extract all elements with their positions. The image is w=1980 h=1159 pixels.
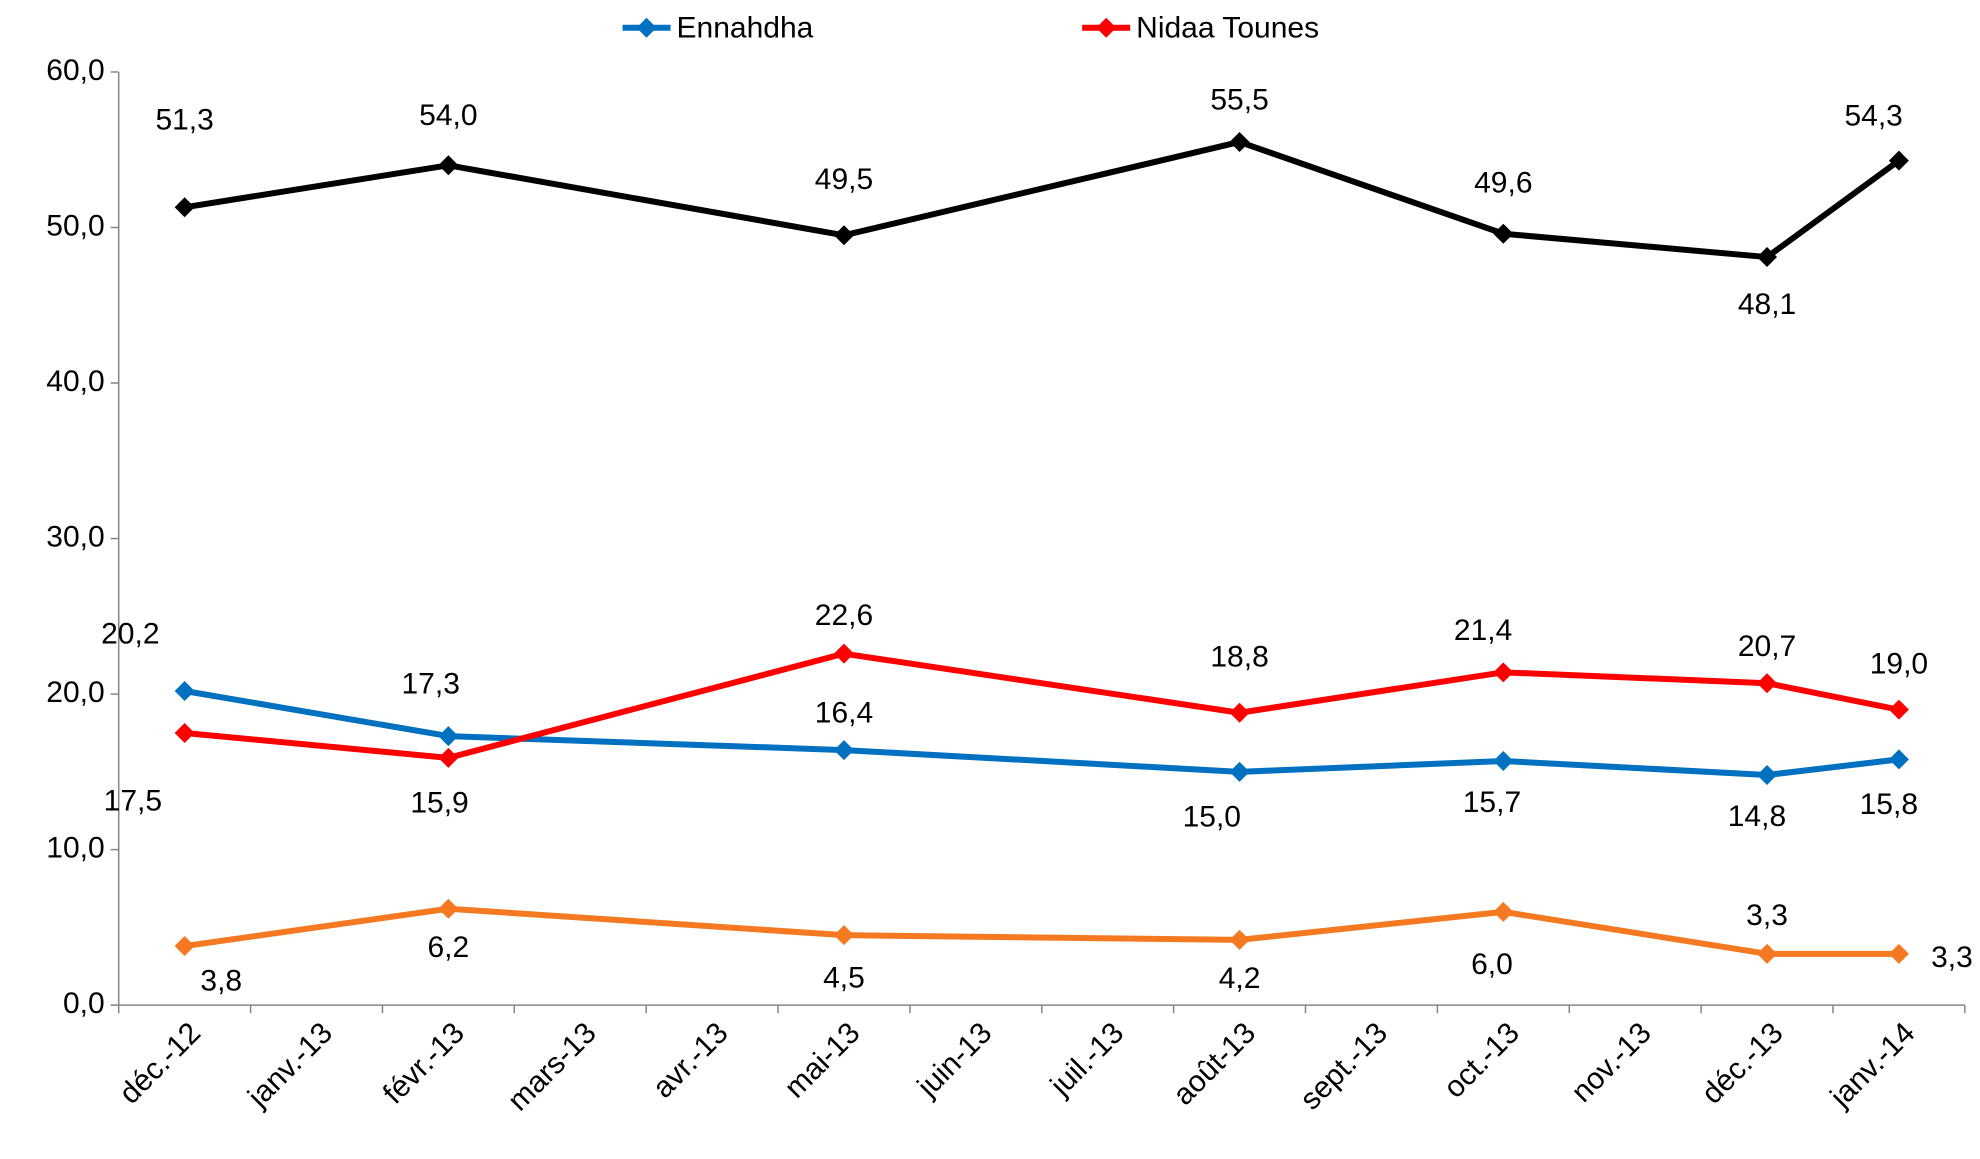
line-segment xyxy=(1236,669,1507,716)
marker xyxy=(1757,764,1778,785)
marker xyxy=(833,925,854,946)
marker xyxy=(438,726,459,747)
line-segment xyxy=(1236,138,1507,237)
legend-marker xyxy=(636,17,657,38)
line-segment xyxy=(840,747,1243,775)
data-label: 15,8 xyxy=(1860,788,1918,821)
y-tick-label: 40,0 xyxy=(46,365,104,398)
marker xyxy=(1493,662,1514,683)
line-segment xyxy=(1500,757,1771,778)
y-tick-label: 30,0 xyxy=(46,520,104,553)
marker xyxy=(174,197,195,218)
data-label: 17,5 xyxy=(104,784,162,817)
data-label: 14,8 xyxy=(1728,800,1786,833)
marker xyxy=(1757,943,1778,964)
line-segment xyxy=(445,162,847,239)
data-label: 17,3 xyxy=(401,667,459,700)
marker xyxy=(1888,150,1909,171)
line-segment xyxy=(1764,756,1902,778)
data-label: 15,9 xyxy=(410,787,468,820)
data-label: 6,0 xyxy=(1471,948,1513,981)
data-label: 4,2 xyxy=(1219,962,1261,995)
marker xyxy=(1229,761,1250,782)
line-segment xyxy=(1764,680,1902,713)
y-tick-label: 10,0 xyxy=(46,832,104,865)
data-label: 6,2 xyxy=(428,931,470,964)
data-label: 21,4 xyxy=(1454,614,1512,647)
line-segment xyxy=(181,905,452,950)
legend-label: Nidaa Tounes xyxy=(1136,12,1319,45)
data-label: 49,6 xyxy=(1474,166,1532,199)
data-label: 3,3 xyxy=(1931,941,1973,974)
line-segment xyxy=(1500,230,1771,261)
marker xyxy=(1888,749,1909,770)
marker xyxy=(174,722,195,743)
marker xyxy=(1493,223,1514,244)
line-segment xyxy=(1236,757,1507,775)
data-label: 18,8 xyxy=(1210,640,1268,673)
data-label: 15,0 xyxy=(1183,801,1241,834)
marker xyxy=(1757,247,1778,268)
data-label: 15,7 xyxy=(1463,786,1521,819)
y-tick-label: 0,0 xyxy=(63,987,105,1020)
line-segment xyxy=(181,729,452,761)
data-label: 4,5 xyxy=(823,961,865,994)
line-segment xyxy=(840,932,1243,943)
data-label: 55,5 xyxy=(1210,83,1268,116)
marker xyxy=(1493,750,1514,771)
marker xyxy=(833,740,854,761)
data-label: 16,4 xyxy=(815,697,873,730)
data-label: 19,0 xyxy=(1870,647,1928,680)
marker xyxy=(1229,131,1250,152)
line-segment xyxy=(1500,669,1771,687)
line-segment xyxy=(181,687,452,740)
line-segment xyxy=(1236,908,1507,943)
marker xyxy=(438,747,459,768)
y-tick-label: 20,0 xyxy=(46,676,104,709)
line-segment xyxy=(445,905,847,939)
y-tick-label: 60,0 xyxy=(46,54,104,87)
legend-marker xyxy=(1096,17,1117,38)
legend-label: Ennahdha xyxy=(677,12,814,45)
line-segment xyxy=(840,650,1243,716)
marker xyxy=(174,936,195,957)
data-label: 54,0 xyxy=(419,99,477,132)
marker xyxy=(1229,929,1250,950)
data-label: 3,8 xyxy=(200,965,242,998)
y-tick-label: 50,0 xyxy=(46,209,104,242)
data-label: 20,2 xyxy=(101,617,159,650)
line-segment xyxy=(1500,908,1771,957)
data-label: 22,6 xyxy=(815,599,873,632)
marker xyxy=(438,898,459,919)
marker xyxy=(1493,901,1514,922)
marker xyxy=(174,680,195,701)
marker xyxy=(833,643,854,664)
line-segment xyxy=(181,162,452,211)
marker xyxy=(1888,943,1909,964)
line-segment xyxy=(445,650,847,761)
line-segment xyxy=(1764,157,1902,261)
marker xyxy=(1888,699,1909,720)
marker xyxy=(438,155,459,176)
data-label: 3,3 xyxy=(1746,899,1788,932)
marker xyxy=(1229,702,1250,723)
data-label: 20,7 xyxy=(1738,630,1796,663)
data-label: 48,1 xyxy=(1738,288,1796,321)
data-label: 51,3 xyxy=(155,103,213,136)
marker xyxy=(833,225,854,246)
data-label: 54,3 xyxy=(1844,100,1902,133)
line-segment xyxy=(840,138,1243,239)
marker xyxy=(1757,673,1778,694)
data-label: 49,5 xyxy=(815,163,873,196)
